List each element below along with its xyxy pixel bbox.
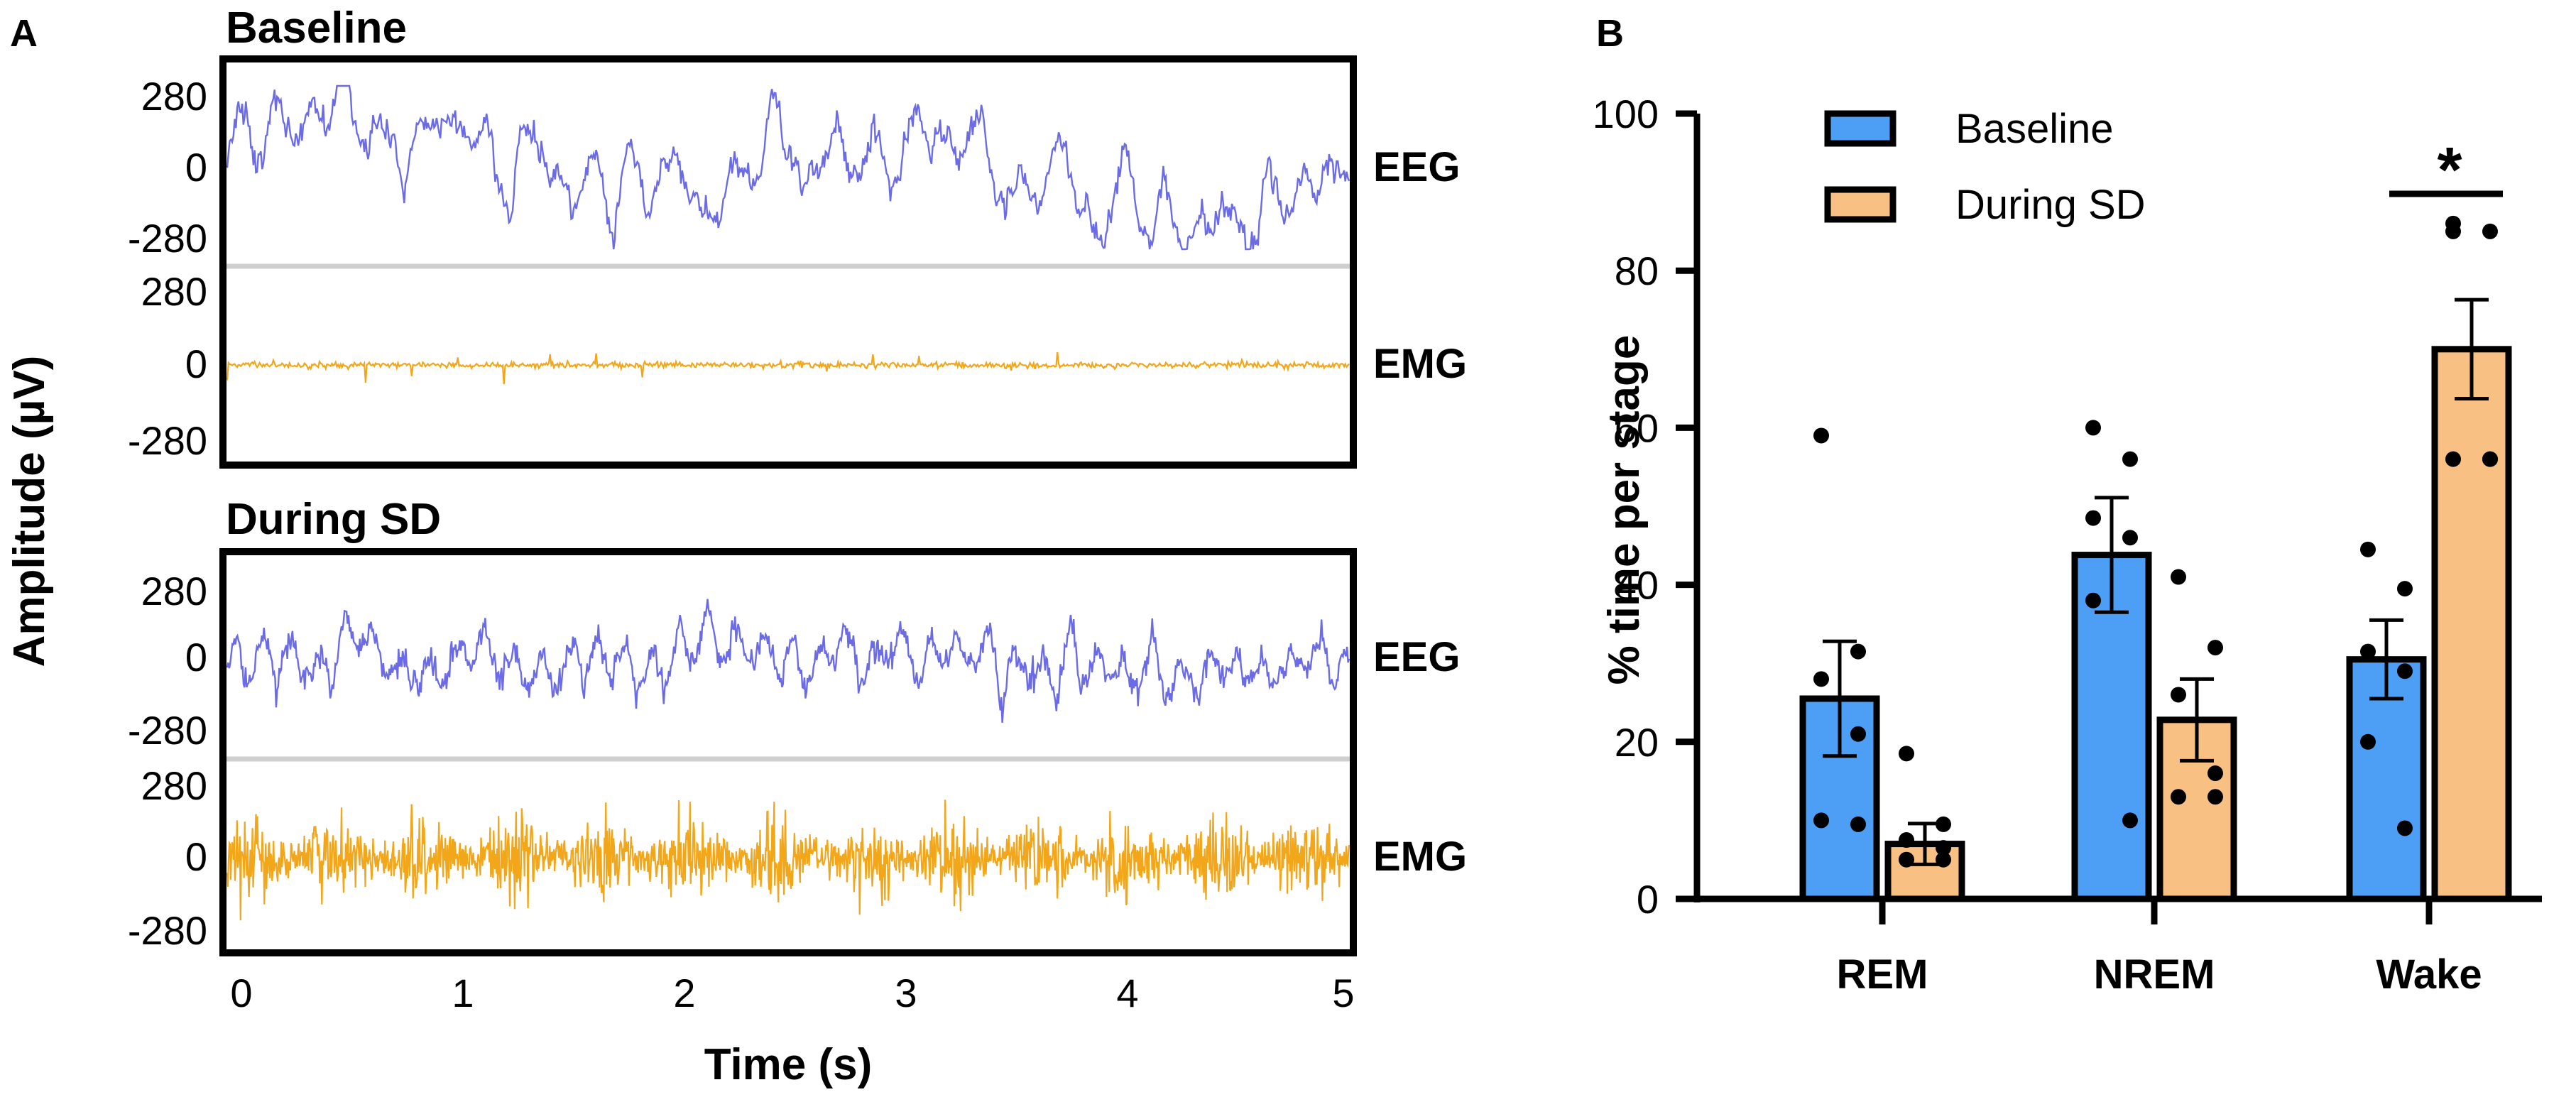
data-point-baseline-wake	[2397, 663, 2413, 680]
baseline-frame	[219, 55, 1357, 469]
time-tick-5: 5	[1332, 971, 1354, 1015]
time-tick-4: 4	[1116, 971, 1138, 1015]
during-sd-frame	[219, 548, 1357, 956]
data-point-during-sd-nrem	[2171, 569, 2186, 585]
percent-axis-title: % time per stage	[1600, 335, 1649, 685]
panel-b: B % time per stage 0 20 40 60 80 100 REM NREM W…	[1593, 12, 2542, 998]
amplitude-axis-title: Amplitude (µV)	[5, 356, 54, 667]
baseline-emg-trace	[226, 351, 1350, 385]
data-point-during-sd-rem	[1936, 840, 1951, 856]
data-point-during-sd-nrem	[2207, 789, 2223, 805]
y-tick-label-60: 60	[1615, 405, 1659, 450]
data-point-baseline-nrem	[2122, 451, 2138, 467]
sd-emg-tick-280: 280	[141, 763, 207, 808]
data-point-baseline-wake	[2360, 541, 2376, 557]
baseline-section: Baseline 280 0 -280 280 0 -280 EEG EMG	[128, 4, 1467, 469]
y-tick-label-100: 100	[1593, 92, 1659, 136]
category-label-nrem: NREM	[2094, 951, 2215, 998]
during-sd-eeg-trace	[226, 599, 1350, 723]
legend: Baseline During SD	[1824, 106, 2146, 228]
baseline-eeg-tick-0: 0	[185, 145, 207, 190]
data-point-during-sd-wake	[2445, 223, 2461, 239]
during-sd-section: During SD 280 0 -280 280 0 -280 EEG EMG	[128, 495, 1467, 956]
baseline-emg-tick-280: 280	[141, 269, 207, 314]
data-point-during-sd-rem	[1899, 851, 1914, 868]
data-point-baseline-wake	[2360, 733, 2376, 750]
y-tick-label-0: 0	[1637, 877, 1659, 922]
significance-star: *	[2437, 135, 2462, 206]
data-point-during-sd-rem	[1899, 832, 1914, 848]
data-point-baseline-nrem	[2085, 420, 2101, 436]
data-point-during-sd-rem	[1936, 816, 1951, 832]
y-tick-label-40: 40	[1615, 563, 1659, 608]
sd-emg-tick-neg280: -280	[128, 908, 207, 953]
data-point-baseline-rem	[1813, 812, 1829, 829]
y-ticks: 0 20 40 60 80 100	[1593, 92, 1697, 922]
y-tick-label-80: 80	[1615, 249, 1659, 293]
legend-baseline-swatch	[1824, 110, 1896, 147]
panel-a: A Amplitude (µV) Baseline 280 0 -280 280…	[5, 4, 1467, 1089]
baseline-emg-tick-neg280: -280	[128, 418, 207, 463]
data-point-baseline-nrem	[2085, 510, 2101, 526]
sd-eeg-tick-0: 0	[185, 635, 207, 680]
data-point-baseline-rem	[1850, 726, 1866, 742]
baseline-eeg-label: EEG	[1373, 144, 1461, 190]
time-axis: 0 1 2 3 4 5 Time (s)	[230, 971, 1354, 1089]
legend-baseline-label: Baseline	[1955, 106, 2113, 152]
bars-layer	[1799, 298, 2512, 902]
data-point-baseline-wake	[2360, 643, 2376, 660]
time-tick-0: 0	[230, 971, 252, 1015]
baseline-eeg-tick-neg280: -280	[128, 216, 207, 261]
data-point-baseline-nrem	[2122, 530, 2138, 546]
data-point-baseline-rem	[1813, 427, 1829, 444]
baseline-emg-tick-0: 0	[185, 342, 207, 386]
data-point-during-sd-wake	[2445, 451, 2461, 467]
y-tick-label-20: 20	[1615, 720, 1659, 765]
category-label-rem: REM	[1837, 951, 1928, 998]
during-sd-eeg-label: EEG	[1373, 634, 1461, 680]
data-point-during-sd-rem	[1899, 746, 1914, 762]
data-point-baseline-nrem	[2122, 812, 2138, 829]
data-point-during-sd-nrem	[2207, 765, 2223, 782]
data-point-during-sd-nrem	[2171, 789, 2186, 805]
sd-eeg-tick-neg280: -280	[128, 708, 207, 753]
baseline-eeg-trace	[226, 84, 1350, 251]
during-sd-emg-label: EMG	[1373, 834, 1467, 880]
during-sd-title: During SD	[226, 495, 441, 544]
data-point-during-sd-rem	[1936, 851, 1951, 868]
baseline-eeg-tick-280: 280	[141, 74, 207, 119]
baseline-title: Baseline	[226, 4, 407, 53]
category-label-wake: Wake	[2376, 951, 2482, 998]
data-point-baseline-nrem	[2085, 592, 2101, 608]
panel-a-letter: A	[10, 12, 38, 55]
sd-emg-tick-0: 0	[185, 834, 207, 879]
time-tick-1: 1	[452, 971, 474, 1015]
during-sd-emg-trace	[226, 799, 1350, 921]
data-point-during-sd-wake	[2482, 223, 2498, 239]
data-point-during-sd-wake	[2482, 451, 2498, 467]
sd-eeg-tick-280: 280	[141, 569, 207, 613]
legend-during-sd-swatch	[1824, 186, 1896, 223]
x-ticks: REM NREM Wake	[1837, 899, 2482, 998]
bar-during-sd-wake	[2431, 346, 2512, 902]
significance-marker: *	[2389, 135, 2503, 206]
panel-b-letter: B	[1596, 12, 1624, 55]
dots-layer	[1813, 215, 2498, 868]
data-point-baseline-wake	[2397, 820, 2413, 836]
data-point-during-sd-nrem	[2207, 640, 2223, 656]
data-point-baseline-rem	[1850, 643, 1866, 660]
time-axis-title: Time (s)	[704, 1040, 873, 1089]
data-point-baseline-wake	[2397, 581, 2413, 597]
time-tick-2: 2	[673, 971, 695, 1015]
baseline-emg-label: EMG	[1373, 341, 1467, 387]
data-point-during-sd-nrem	[2171, 687, 2186, 703]
legend-during-sd-label: During SD	[1955, 182, 2146, 228]
data-point-baseline-rem	[1850, 816, 1866, 832]
time-tick-3: 3	[895, 971, 917, 1015]
data-point-baseline-rem	[1813, 671, 1829, 687]
